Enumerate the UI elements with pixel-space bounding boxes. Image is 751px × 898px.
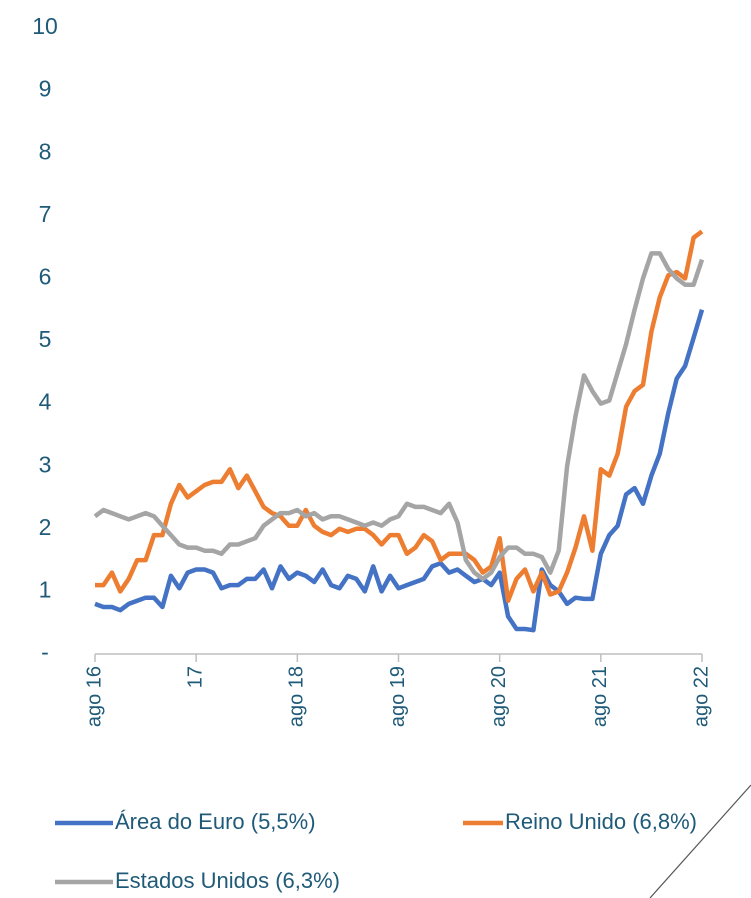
y-tick-label: 2	[39, 514, 52, 540]
decoration-line	[649, 784, 751, 898]
y-tick-label: 4	[39, 389, 52, 415]
x-tick-label: 17	[184, 666, 206, 688]
y-tick-label: 10	[32, 13, 58, 39]
series-line	[93, 251, 705, 582]
series-line	[94, 309, 705, 633]
x-tick-label: ago 22	[690, 666, 712, 727]
y-tick-label: 3	[39, 451, 52, 477]
x-tick-label: ago 20	[488, 666, 510, 727]
y-tick-label: 1	[39, 576, 52, 602]
y-tick-label: 5	[39, 326, 52, 352]
series-line	[95, 229, 704, 604]
legend-label: Área do Euro (5,5%)	[115, 809, 316, 834]
y-tick-label: 9	[39, 76, 52, 102]
x-tick-label: ago 16	[83, 666, 105, 727]
y-tick-label: 6	[39, 263, 52, 289]
legend-label: Estados Unidos (6,3%)	[115, 868, 340, 893]
x-tick-label: ago 18	[286, 666, 308, 727]
y-tick-label: 7	[39, 201, 52, 227]
x-tick-label: ago 19	[387, 666, 409, 727]
legend-label: Reino Unido (6,8%)	[505, 809, 697, 834]
y-tick-label: 8	[39, 138, 52, 164]
y-tick-label: -	[41, 639, 49, 665]
x-tick-label: ago 21	[589, 666, 611, 727]
